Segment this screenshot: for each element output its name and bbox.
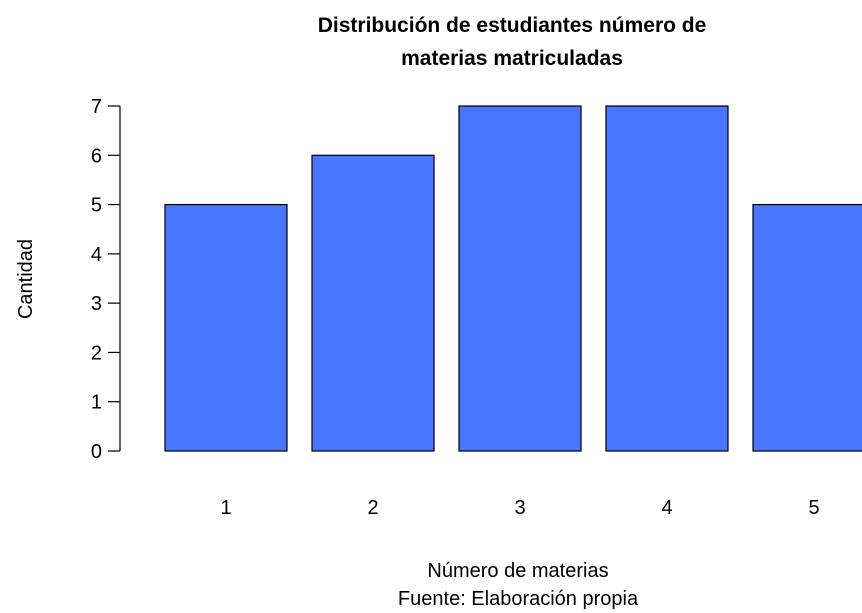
chart-title-line-2: materias matriculadas [401,47,623,70]
y-axis-label: Cantidad [15,239,37,319]
y-tick-label: 2 [91,342,102,364]
x-tick-label: 5 [808,497,819,519]
bar-2 [311,154,435,452]
bar-1 [164,203,288,452]
x-tick-label: 2 [367,497,378,519]
bar-4 [605,105,729,452]
y-tick-label: 3 [91,293,102,315]
x-tick-label: 3 [514,497,525,519]
y-tick-label: 6 [91,145,102,167]
y-axis: 0 1 2 3 4 5 6 7 [91,96,121,463]
y-tick-label: 4 [91,244,102,266]
y-tick-label: 0 [91,441,102,463]
bar-3 [458,105,582,452]
chart-title-line-1: Distribución de estudiantes número de [318,14,707,37]
source-note: Fuente: Elaboración propia [398,588,639,610]
y-tick-label: 7 [91,96,102,118]
bars [164,105,862,452]
x-tick-labels: 1 2 3 4 5 [220,497,819,519]
y-tick-label: 5 [91,195,102,217]
x-tick-label: 4 [661,497,672,519]
y-tick-label: 1 [91,392,102,414]
x-axis-label: Número de materias [427,560,608,582]
x-tick-label: 1 [220,497,231,519]
bar-5 [752,203,862,452]
